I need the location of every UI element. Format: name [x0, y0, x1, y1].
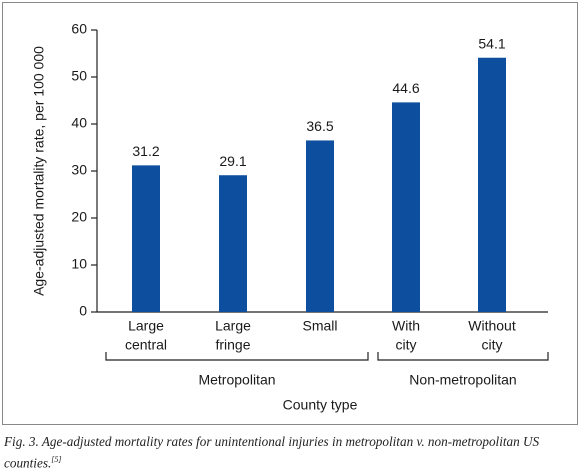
value-label: 44.6 [392, 80, 419, 96]
bar [392, 102, 420, 312]
group-label: Metropolitan [198, 372, 275, 388]
x-tick-label: city [396, 337, 417, 353]
y-axis-label: Age-adjusted mortality rate, per 100 000 [31, 46, 47, 296]
y-tick-label: 10 [71, 256, 87, 272]
y-tick-label: 0 [79, 303, 87, 319]
x-tick-label: Large [215, 318, 251, 334]
y-tick-label: 40 [71, 115, 87, 131]
y-tick-label: 60 [71, 21, 87, 37]
group-label: Non-metropolitan [409, 372, 516, 388]
y-tick-label: 50 [71, 68, 87, 84]
value-label: 29.1 [219, 153, 246, 169]
x-tick-label: Small [302, 318, 337, 334]
x-tick-label: fringe [215, 337, 250, 353]
bar [219, 175, 247, 312]
group-bracket [377, 352, 549, 361]
x-tick-label: Large [128, 318, 164, 334]
chart-frame [2, 2, 578, 425]
value-label: 36.5 [306, 118, 333, 134]
caption-ref: [5] [51, 455, 62, 464]
x-tick-label: central [125, 337, 167, 353]
caption-text: Fig. 3. Age-adjusted mortality rates for… [4, 434, 540, 471]
value-label: 54.1 [478, 35, 505, 51]
x-tick-label: city [482, 337, 503, 353]
x-axis-label: County type [283, 397, 358, 413]
x-tick-label: With [392, 318, 420, 334]
y-tick-label: 20 [71, 209, 87, 225]
group-bracket [105, 352, 369, 361]
chart: Age-adjusted mortality rate, per 100 000… [2, 2, 578, 425]
value-label: 31.2 [132, 143, 159, 159]
bar [478, 57, 506, 313]
y-tick-label: 30 [71, 162, 87, 178]
bar [132, 165, 160, 312]
bar [306, 140, 334, 312]
caption: Fig. 3. Age-adjusted mortality rates for… [4, 433, 578, 472]
x-tick-label: Without [468, 318, 516, 334]
